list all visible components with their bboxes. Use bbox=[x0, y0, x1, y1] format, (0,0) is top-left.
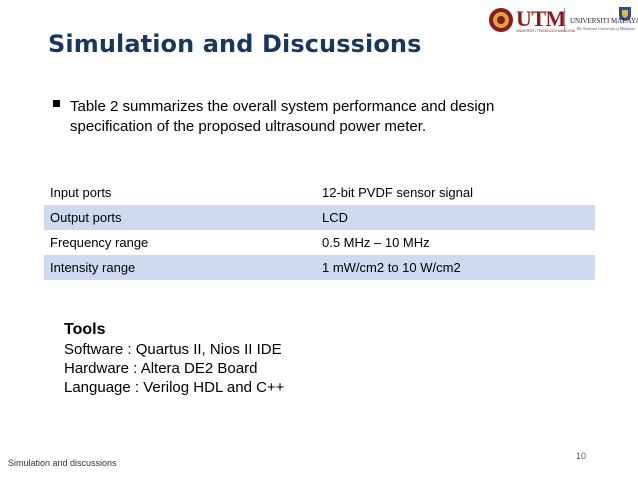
utm-crest-icon bbox=[489, 8, 513, 32]
table-cell: LCD bbox=[316, 205, 595, 230]
logo-divider bbox=[564, 8, 565, 32]
table-cell: 0.5 MHz – 10 MHz bbox=[322, 235, 430, 250]
specification-table: Input ports 12-bit PVDF sensor signal Ou… bbox=[44, 180, 595, 280]
tools-line: Hardware : Altera DE2 Board bbox=[64, 360, 258, 377]
tools-section: Tools Software : Quartus II, Nios II IDE… bbox=[64, 320, 284, 397]
table-row: Frequency range 0.5 MHz – 10 MHz bbox=[44, 230, 595, 255]
table-row: Intensity range 1 mW/cm2 to 10 W/cm2 bbox=[44, 255, 595, 280]
table-cell: Intensity range bbox=[44, 255, 316, 280]
um-logo-subtitle: The National University of Malaysia bbox=[576, 26, 635, 31]
square-bullet-icon bbox=[53, 100, 60, 107]
logo-bar: UTM UNIVERSITI TEKNOLOGI MALAYSIA UNIVER… bbox=[486, 6, 638, 36]
page-number: 10 bbox=[576, 451, 587, 461]
table-row: Input ports 12-bit PVDF sensor signal bbox=[44, 180, 595, 205]
table-row: Output ports LCD bbox=[44, 205, 595, 230]
table-cell: Output ports bbox=[44, 205, 316, 230]
table-cell: Input ports bbox=[50, 185, 112, 200]
bullet-text: Table 2 summarizes the overall system pe… bbox=[70, 98, 495, 135]
table-cell: Frequency range bbox=[50, 235, 149, 250]
table-cell: 1 mW/cm2 to 10 W/cm2 bbox=[316, 255, 595, 280]
um-crest-icon bbox=[619, 7, 631, 21]
utm-logo-text: UTM bbox=[516, 6, 566, 31]
um-logo-text: UNIVERSITI MALAYA bbox=[570, 17, 638, 25]
tools-line: Language : Verilog HDL and C++ bbox=[64, 379, 285, 396]
tools-line: Software : Quartus II, Nios II IDE bbox=[64, 341, 282, 358]
slide-title: Simulation and Discussions bbox=[48, 30, 422, 58]
table-cell: 12-bit PVDF sensor signal bbox=[322, 185, 474, 200]
utm-logo-subtitle: UNIVERSITI TEKNOLOGI MALAYSIA bbox=[516, 29, 576, 33]
slide-footer: Simulation and discussions bbox=[8, 458, 117, 468]
tools-heading: Tools bbox=[64, 321, 106, 338]
